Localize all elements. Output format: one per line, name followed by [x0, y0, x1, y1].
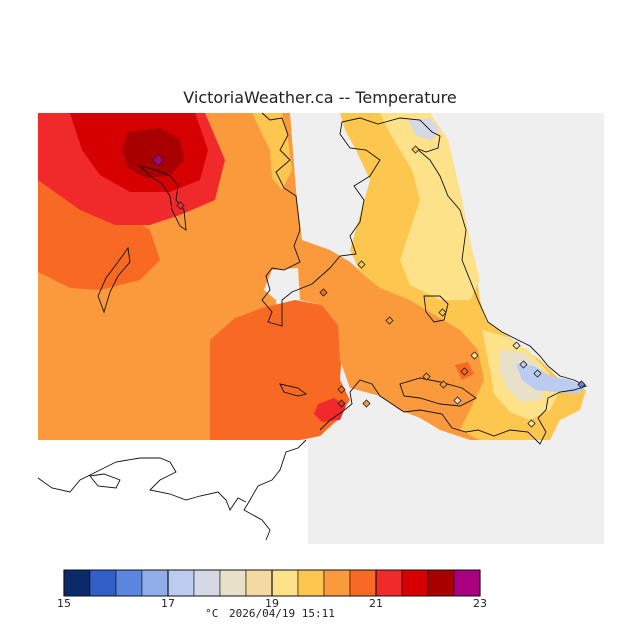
legend-swatch	[401, 569, 429, 597]
station-marker[interactable]	[533, 369, 542, 378]
legend-unit: °C	[205, 607, 219, 620]
legend-swatch	[375, 569, 403, 597]
station-marker[interactable]	[151, 153, 165, 167]
legend-swatch	[427, 569, 455, 597]
legend-ticks: 15 17 19 21 23	[57, 570, 487, 610]
legend-swatch	[323, 569, 351, 597]
station-marker[interactable]	[470, 351, 479, 360]
station-marker[interactable]	[337, 399, 346, 408]
coastlines	[37, 112, 588, 541]
legend-swatch	[115, 569, 143, 597]
legend-tick-label: 17	[161, 597, 175, 610]
station-marker[interactable]	[385, 316, 394, 325]
legend-swatch	[271, 569, 299, 597]
station-marker[interactable]	[512, 341, 521, 350]
station-marker[interactable]	[357, 260, 366, 269]
legend-swatch	[63, 569, 91, 597]
station-marker[interactable]	[362, 399, 371, 408]
station-marker[interactable]	[319, 288, 328, 297]
legend-footer: °C 2026/04/19 15:11	[0, 607, 540, 620]
station-marker[interactable]	[460, 367, 469, 376]
legend-swatch	[245, 569, 273, 597]
legend-tick-label: 19	[265, 597, 279, 610]
station-marker[interactable]	[453, 396, 462, 405]
station-marker[interactable]	[337, 385, 346, 394]
legend-swatches	[63, 569, 481, 597]
temperature-contours	[38, 113, 586, 440]
legend-swatch	[89, 569, 117, 597]
map-title: VictoriaWeather.ca -- Temperature	[183, 88, 457, 107]
station-marker[interactable]	[527, 419, 536, 428]
legend-swatch	[349, 569, 377, 597]
legend-swatch	[219, 569, 247, 597]
legend-swatch	[453, 569, 481, 597]
station-marker[interactable]	[411, 145, 420, 154]
legend-tick-label: 23	[473, 597, 487, 610]
weather-stations[interactable]	[151, 145, 586, 428]
legend-swatch	[141, 569, 169, 597]
station-marker[interactable]	[439, 380, 448, 389]
station-marker[interactable]	[577, 380, 586, 389]
station-marker[interactable]	[176, 201, 185, 210]
station-marker[interactable]	[422, 372, 431, 381]
map-timestamp: 2026/04/19 15:11	[228, 607, 335, 620]
legend-tick-label: 15	[57, 597, 71, 610]
legend-swatch	[193, 569, 221, 597]
legend-swatch	[297, 569, 325, 597]
legend-tick-label: 21	[369, 597, 383, 610]
sea-area	[38, 440, 308, 544]
station-marker[interactable]	[438, 308, 447, 317]
station-marker[interactable]	[519, 360, 528, 369]
legend-swatch	[167, 569, 195, 597]
